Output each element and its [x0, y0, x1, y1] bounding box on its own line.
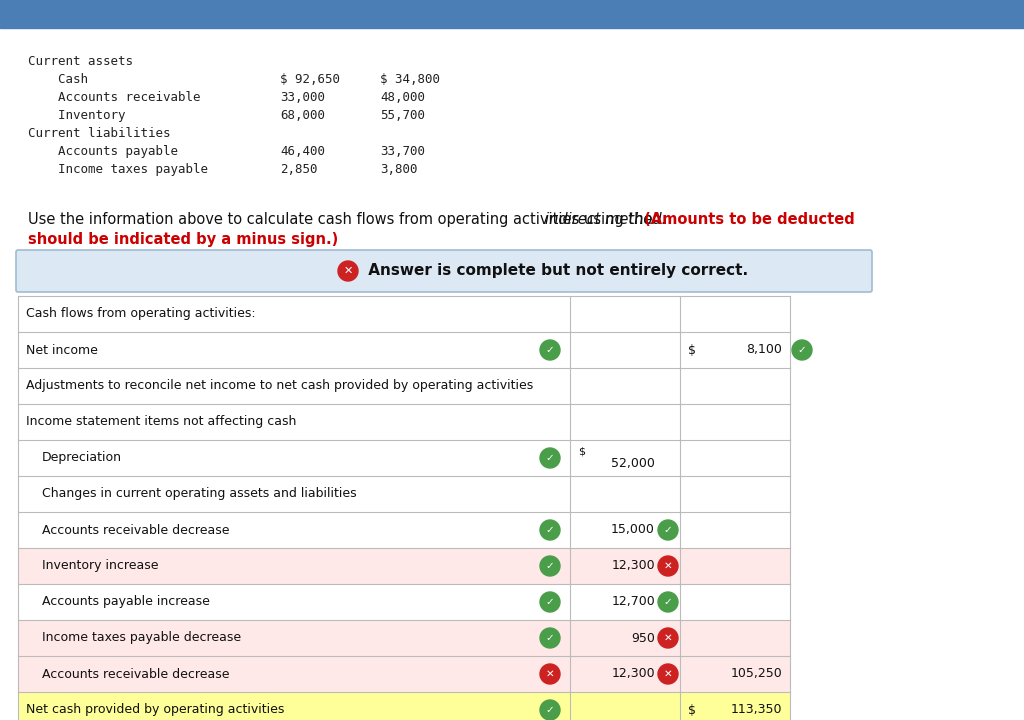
- Text: 33,000: 33,000: [280, 91, 325, 104]
- Text: ✓: ✓: [546, 633, 554, 643]
- Text: Accounts payable: Accounts payable: [28, 145, 178, 158]
- Text: 52,000: 52,000: [611, 456, 655, 469]
- FancyBboxPatch shape: [16, 250, 872, 292]
- Bar: [18, 512, 790, 548]
- Text: ✓: ✓: [664, 525, 673, 535]
- Bar: [28, 212, 928, 230]
- Text: 46,400: 46,400: [280, 145, 325, 158]
- Text: ✓: ✓: [546, 453, 554, 463]
- Text: 12,300: 12,300: [611, 559, 655, 572]
- Bar: [18, 584, 790, 620]
- Text: ✓: ✓: [798, 345, 806, 355]
- Text: indirect method.: indirect method.: [545, 212, 667, 227]
- Text: Accounts payable increase: Accounts payable increase: [42, 595, 210, 608]
- Bar: [18, 620, 790, 656]
- Text: 48,000: 48,000: [380, 91, 425, 104]
- Circle shape: [658, 592, 678, 612]
- Text: Use the information above to calculate cash flows from operating activities usin: Use the information above to calculate c…: [28, 212, 781, 227]
- Text: ✓: ✓: [546, 561, 554, 571]
- Circle shape: [540, 628, 560, 648]
- Text: 15,000: 15,000: [611, 523, 655, 536]
- Text: ✓: ✓: [546, 525, 554, 535]
- Bar: [18, 548, 790, 584]
- Text: Income statement items not affecting cash: Income statement items not affecting cas…: [26, 415, 296, 428]
- Text: Accounts receivable: Accounts receivable: [28, 91, 201, 104]
- Text: Current liabilities: Current liabilities: [28, 127, 171, 140]
- Bar: [0, 0, 1024, 28]
- Circle shape: [658, 664, 678, 684]
- Bar: [18, 692, 790, 720]
- Circle shape: [658, 628, 678, 648]
- Text: 12,700: 12,700: [611, 595, 655, 608]
- Bar: [18, 440, 790, 476]
- Text: Answer is complete but not entirely correct.: Answer is complete but not entirely corr…: [362, 264, 749, 279]
- Text: ✕: ✕: [664, 633, 673, 643]
- Circle shape: [540, 664, 560, 684]
- Bar: [18, 296, 790, 332]
- Text: Accounts receivable decrease: Accounts receivable decrease: [42, 523, 229, 536]
- Text: Net cash provided by operating activities: Net cash provided by operating activitie…: [26, 703, 285, 716]
- Text: Inventory increase: Inventory increase: [42, 559, 159, 572]
- Text: ✕: ✕: [664, 561, 673, 571]
- Text: 3,800: 3,800: [380, 163, 418, 176]
- Text: Changes in current operating assets and liabilities: Changes in current operating assets and …: [42, 487, 356, 500]
- Bar: [18, 656, 790, 692]
- Bar: [18, 476, 790, 512]
- Text: Income taxes payable decrease: Income taxes payable decrease: [42, 631, 241, 644]
- Text: Inventory: Inventory: [28, 109, 126, 122]
- Text: (Amounts to be deducted: (Amounts to be deducted: [639, 212, 855, 227]
- Text: $: $: [688, 703, 696, 716]
- Text: Adjustments to reconcile net income to net cash provided by operating activities: Adjustments to reconcile net income to n…: [26, 379, 534, 392]
- Text: 2,850: 2,850: [280, 163, 317, 176]
- Text: Net income: Net income: [26, 343, 98, 356]
- Text: Accounts receivable decrease: Accounts receivable decrease: [42, 667, 229, 680]
- Circle shape: [540, 448, 560, 468]
- Circle shape: [658, 520, 678, 540]
- Text: 105,250: 105,250: [730, 667, 782, 680]
- Text: Current assets: Current assets: [28, 55, 133, 68]
- Text: Cash flows from operating activities:: Cash flows from operating activities:: [26, 307, 256, 320]
- Text: should be indicated by a minus sign.): should be indicated by a minus sign.): [28, 232, 338, 247]
- Bar: [18, 368, 790, 404]
- Circle shape: [338, 261, 358, 281]
- Text: $: $: [688, 343, 696, 356]
- Text: 33,700: 33,700: [380, 145, 425, 158]
- Text: ✕: ✕: [343, 266, 352, 276]
- Circle shape: [658, 556, 678, 576]
- Text: (Amounts to be deducted: (Amounts to be deducted: [639, 212, 855, 227]
- Text: ✓: ✓: [664, 597, 673, 607]
- Circle shape: [540, 340, 560, 360]
- Text: indirect method.: indirect method.: [545, 212, 667, 227]
- Bar: [18, 332, 790, 368]
- Circle shape: [792, 340, 812, 360]
- Text: Income taxes payable: Income taxes payable: [28, 163, 208, 176]
- Text: ✓: ✓: [546, 597, 554, 607]
- Text: Depreciation: Depreciation: [42, 451, 122, 464]
- Text: 12,300: 12,300: [611, 667, 655, 680]
- Text: Cash: Cash: [28, 73, 88, 86]
- Bar: [18, 404, 790, 440]
- Text: $ 34,800: $ 34,800: [380, 73, 440, 86]
- Text: 950: 950: [631, 631, 655, 644]
- Text: ✓: ✓: [546, 705, 554, 715]
- Circle shape: [540, 520, 560, 540]
- Text: ✕: ✕: [546, 669, 554, 679]
- Text: ✓: ✓: [546, 345, 554, 355]
- Text: 68,000: 68,000: [280, 109, 325, 122]
- Text: Use the information above to calculate cash flows from operating activities usin: Use the information above to calculate c…: [28, 212, 657, 227]
- Text: $ 92,650: $ 92,650: [280, 73, 340, 86]
- Text: 113,350: 113,350: [730, 703, 782, 716]
- Circle shape: [540, 556, 560, 576]
- Text: Use the information above to calculate cash flows from operating activities usin: Use the information above to calculate c…: [28, 212, 657, 227]
- Text: $: $: [578, 447, 585, 457]
- Text: ✕: ✕: [664, 669, 673, 679]
- Circle shape: [540, 592, 560, 612]
- Text: 8,100: 8,100: [746, 343, 782, 356]
- Text: 55,700: 55,700: [380, 109, 425, 122]
- Circle shape: [540, 700, 560, 720]
